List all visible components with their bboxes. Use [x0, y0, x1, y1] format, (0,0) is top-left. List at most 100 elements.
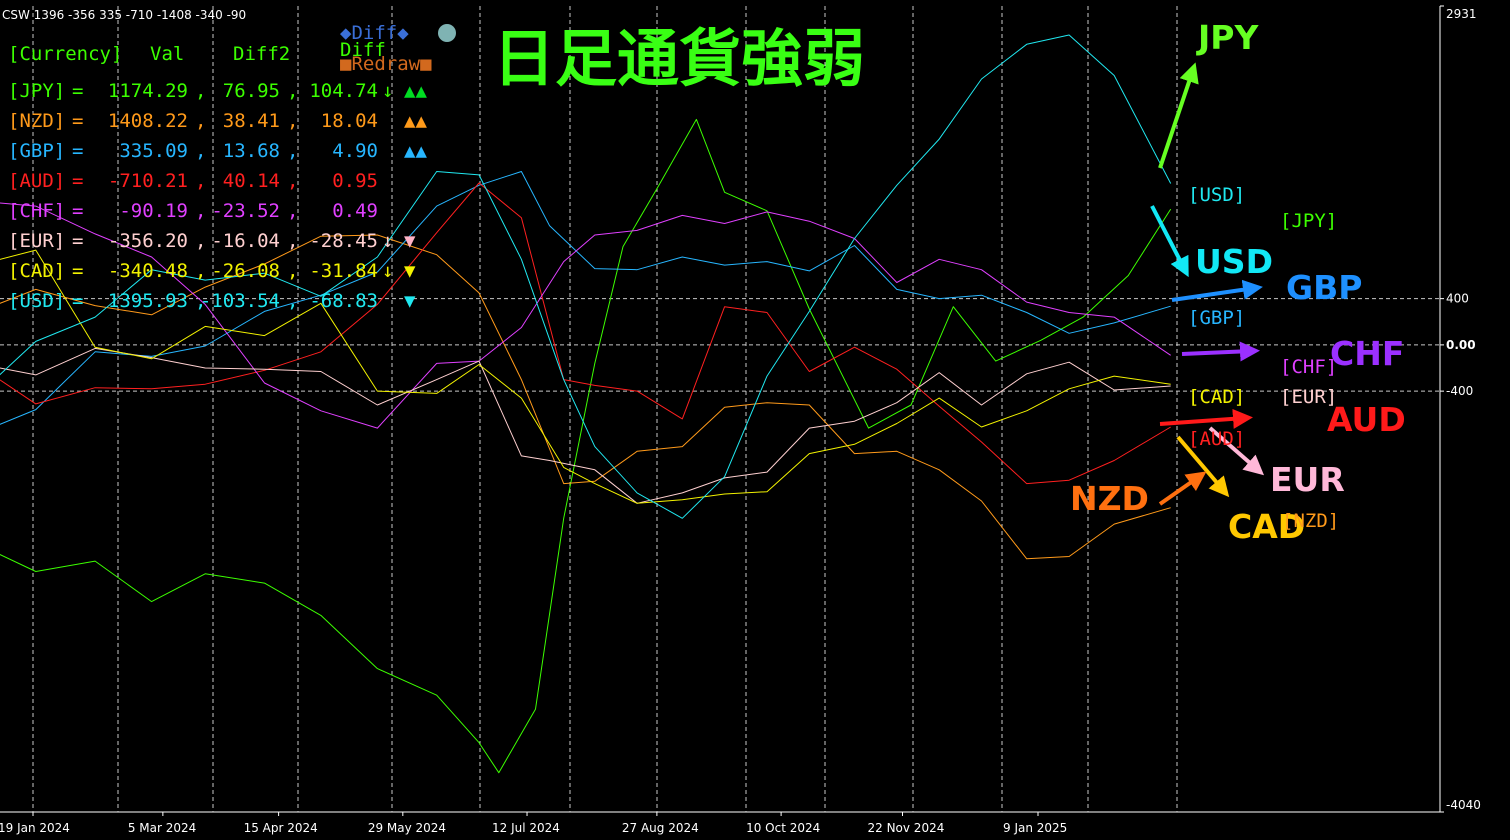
row-trend: ▲▲	[404, 140, 427, 162]
row-diff2: -103.54	[200, 290, 280, 312]
row-comma: ,	[287, 230, 298, 252]
row-diff2: 40.14	[223, 170, 280, 192]
annotation-eur: EUR	[1270, 460, 1345, 499]
row-diff2: 38.41	[223, 110, 280, 132]
row-diff: 0.95	[332, 170, 378, 192]
row-comma: ,	[287, 80, 298, 102]
table-row: [AUD] = -710.21, 40.14, 0.95	[8, 170, 378, 192]
small-label: [EUR]	[1280, 386, 1337, 408]
annotation-nzd: NZD	[1070, 479, 1149, 518]
series-line-gbp	[0, 171, 1171, 425]
row-val: -90.19	[119, 200, 188, 222]
row-equals: =	[72, 230, 83, 252]
currency-small-labels: [USD] [JPY] [GBP] [CHF] [CAD] [EUR] [AUD] [NZD]	[1188, 184, 1339, 532]
row-val: -710.21	[108, 170, 188, 192]
table-header-cell: [Currency]	[8, 43, 122, 65]
small-label: [CAD]	[1188, 386, 1245, 408]
x-tick-label: 12 Jul 2024	[492, 821, 560, 835]
small-label: [NZD]	[1282, 510, 1339, 532]
small-label: [USD]	[1188, 184, 1245, 206]
row-trend: ▲▲	[404, 80, 427, 102]
annotation-cad: CAD	[1228, 507, 1305, 546]
table-header-cell: Diff2	[233, 43, 290, 65]
y-tick-label: 400	[1446, 292, 1469, 306]
series-line-nzd	[0, 234, 1171, 560]
arrow-icon	[1158, 471, 1207, 506]
row-currency: [CHF]	[8, 200, 65, 222]
series-line-eur	[0, 347, 1171, 504]
grid	[0, 6, 1441, 813]
row-diff2: -16.04	[211, 230, 280, 252]
arrow-icon	[1158, 62, 1199, 169]
row-equals: =	[72, 200, 83, 222]
small-label: [GBP]	[1188, 307, 1245, 329]
row-diff: -31.84	[309, 260, 378, 282]
small-label: [AUD]	[1188, 428, 1245, 450]
annotation-usd: USD	[1195, 242, 1273, 281]
series-line-usd	[0, 34, 1172, 519]
y-tick-label: 0.00	[1446, 338, 1476, 352]
row-comma: ,	[287, 260, 298, 282]
row-trend: ▼	[404, 260, 416, 282]
row-val: 1395.93	[108, 290, 188, 312]
table-row: [EUR] = -356.20, -16.04, -28.45 ↓ ▼	[8, 230, 416, 252]
table-row: [USD] = 1395.93 ,-103.54, -68.83 ▼	[8, 290, 416, 312]
series-line-cad	[0, 249, 1171, 504]
table-row: [CAD] = -340.48, -26.08, -31.84 ↓ ▼	[8, 260, 416, 282]
row-diff: -68.83	[309, 290, 378, 312]
row-trend: ▼	[404, 290, 416, 312]
row-currency: [GBP]	[8, 140, 65, 162]
small-label: [CHF]	[1280, 356, 1337, 378]
row-equals: =	[72, 290, 83, 312]
row-comma: ,	[195, 80, 206, 102]
table-row: [GBP] = 335.09, 13.68, 4.90 ▲▲	[8, 140, 427, 162]
annotation-gbp: GBP	[1286, 268, 1362, 307]
x-tick-label: 22 Nov 2024	[867, 821, 944, 835]
row-equals: =	[72, 170, 83, 192]
table-row: [CHF] = -90.19, -23.52, 0.49	[8, 200, 378, 222]
redraw-button[interactable]: ■Redraw■	[340, 53, 432, 75]
row-comma: ,	[195, 230, 206, 252]
x-tick-label: 29 May 2024	[368, 821, 446, 835]
row-comma: ,	[195, 290, 206, 312]
diff-button[interactable]: ◆Diff◆	[340, 22, 409, 44]
y-tick-label: -4040	[1446, 798, 1481, 812]
indicator-title: CSW 1396 -356 335 -710 -1408 -340 -90	[2, 8, 246, 22]
x-tick-label: 10 Oct 2024	[746, 821, 820, 835]
direction-arrows	[1150, 62, 1265, 506]
overlay-title: 日足通貨強弱	[493, 22, 865, 95]
row-equals: =	[72, 140, 83, 162]
row-equals: =	[72, 110, 83, 132]
series-line-chf	[0, 202, 1171, 429]
row-diff2: 76.95	[223, 80, 280, 102]
row-diff: 18.04	[321, 110, 378, 132]
currency-table: [Currency] Val Diff2 Diff [JPY] = 1174.29, 76.9…	[8, 39, 427, 312]
row-val: 1408.22	[108, 110, 188, 132]
row-currency: [EUR]	[8, 230, 65, 252]
table-row: [NZD] = 1408.22, 38.41, 18.04 ▲▲	[8, 110, 427, 132]
table-header-cell: Val	[150, 43, 184, 65]
series-lines	[0, 34, 1172, 774]
row-trend: ▼	[404, 230, 416, 252]
arrow-icon	[1159, 408, 1253, 429]
diff-circle-icon[interactable]	[438, 24, 456, 42]
arrow-icon	[1150, 205, 1189, 278]
row-trend: ▲▲	[404, 110, 427, 132]
y-axis: 2931 400 0.00 -400 -4040	[1440, 5, 1481, 813]
row-equals: =	[72, 80, 83, 102]
arrow-icon	[1176, 435, 1230, 498]
row-currency: [NZD]	[8, 110, 65, 132]
row-equals: =	[72, 260, 83, 282]
x-tick-label: 19 Jan 2024	[0, 821, 70, 835]
annotation-chf: CHF	[1330, 334, 1404, 373]
table-header-cell: Diff	[340, 39, 386, 61]
row-comma: ,	[195, 170, 206, 192]
series-line-aud	[0, 182, 1171, 485]
row-comma: ,	[287, 140, 298, 162]
row-flag: ↓	[382, 230, 393, 252]
row-comma: ,	[195, 200, 206, 222]
row-diff2: 13.68	[223, 140, 280, 162]
row-diff: 0.49	[332, 200, 378, 222]
arrow-icon	[1171, 279, 1263, 302]
